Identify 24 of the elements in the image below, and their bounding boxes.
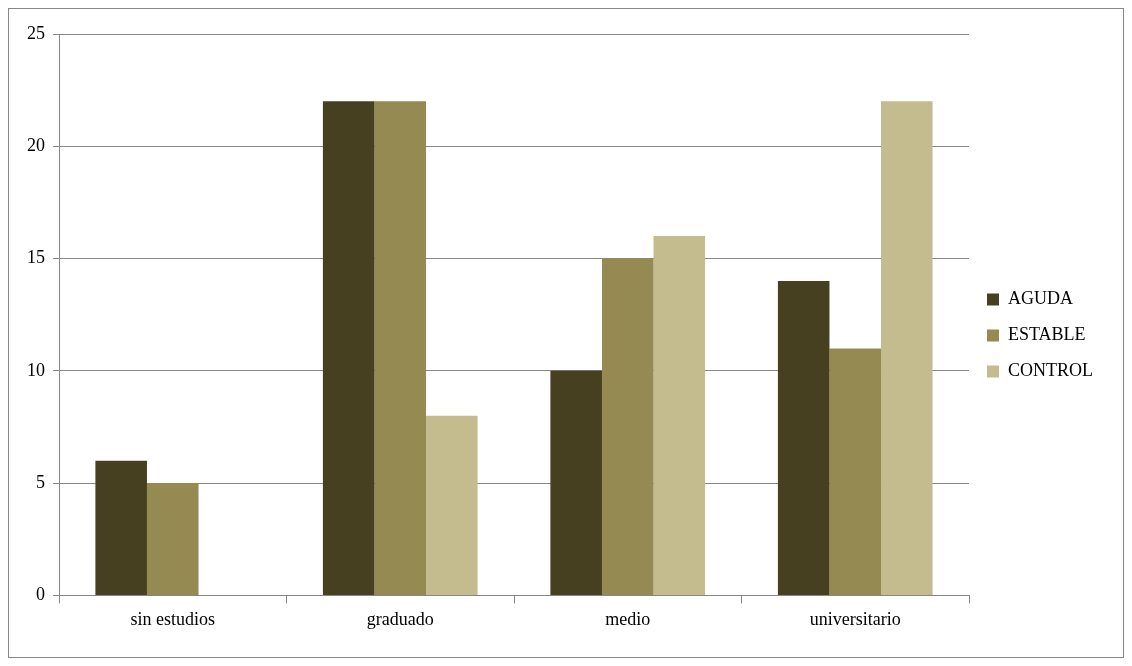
y-tick-label: 0 <box>36 584 45 605</box>
bar <box>322 101 375 595</box>
legend-label: CONTROL <box>1008 360 1093 381</box>
bar <box>95 460 147 595</box>
y-tick-label: 25 <box>27 22 45 43</box>
bar <box>777 281 830 595</box>
x-tick-label: graduado <box>366 608 434 629</box>
bar <box>146 483 199 595</box>
x-tick-label: medio <box>605 608 651 629</box>
bar <box>829 348 882 595</box>
y-tick-label: 20 <box>27 135 45 156</box>
bar <box>881 101 933 595</box>
bar <box>601 258 654 595</box>
x-tick-label: universitario <box>809 608 901 629</box>
y-tick-label: 10 <box>27 359 45 380</box>
bar <box>426 415 478 595</box>
bar <box>550 370 602 595</box>
legend-label: ESTABLE <box>1008 324 1086 345</box>
legend-label: AGUDA <box>1008 288 1073 309</box>
bar <box>374 101 427 595</box>
y-tick-label: 15 <box>27 247 45 268</box>
bar <box>653 236 706 595</box>
y-tick-label: 5 <box>36 471 45 492</box>
x-tick-label: sin estudios <box>130 608 216 629</box>
